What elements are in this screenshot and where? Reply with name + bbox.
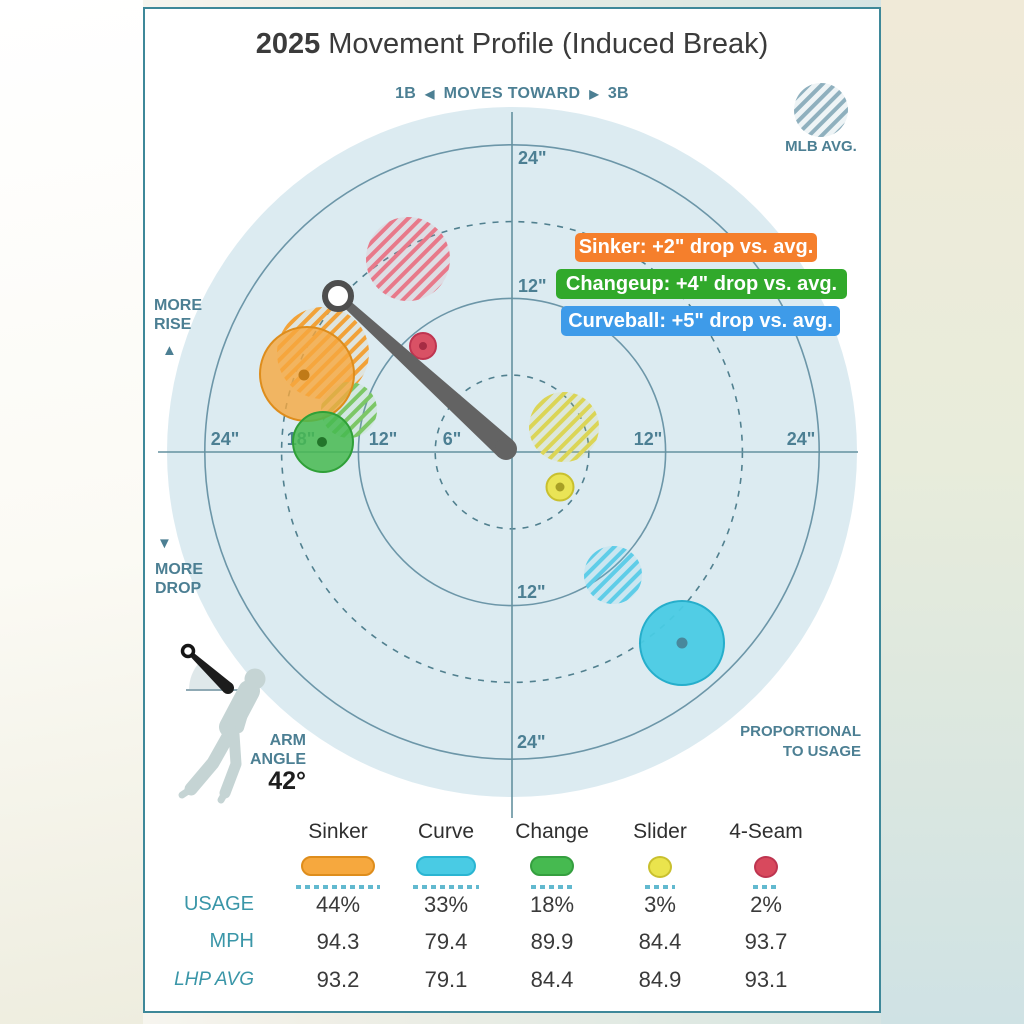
tick-left-6: 6" <box>443 429 462 449</box>
bat-graphic <box>322 280 517 460</box>
tick-left-12: 12" <box>369 429 398 449</box>
4seam-pill-icon <box>754 856 778 878</box>
pitch-4seam-center-dot <box>419 342 427 350</box>
curve-usage-dash <box>413 885 479 889</box>
moves-toward-banner: 1B ◀ MOVES TOWARD ▶ 3B <box>143 85 881 103</box>
slider-usage-dash <box>645 885 675 889</box>
col-header-sinker: Sinker <box>308 820 368 843</box>
col-header-curve: Curve <box>417 820 475 843</box>
slider-pill-icon <box>648 856 672 878</box>
mph-4seam: 93.7 <box>744 929 788 954</box>
mlb-avg-legend-icon <box>794 83 848 137</box>
sinker-pill-icon <box>301 856 375 876</box>
usage-change: 18% <box>529 892 575 917</box>
change-usage-dash <box>531 885 573 889</box>
background-left <box>0 0 143 1024</box>
banner-center-label: MOVES TOWARD <box>443 85 581 102</box>
up-arrow-icon: ▲ <box>162 342 177 359</box>
pitch-4seam[interactable] <box>409 332 437 360</box>
pitch-sinker[interactable] <box>259 326 355 422</box>
mph-slider: 84.4 <box>638 929 682 954</box>
more-rise-label: MORE RISE <box>154 297 202 333</box>
mph-curve: 79.4 <box>424 929 468 954</box>
mini-bat-icon <box>180 643 234 694</box>
mlb-avg-slider <box>529 392 599 462</box>
change-pill-icon <box>530 856 574 876</box>
tick-top-24: 24" <box>518 148 547 168</box>
lhpavg-change: 84.4 <box>530 967 574 992</box>
mlb-avg-legend-label: MLB AVG. <box>785 138 857 155</box>
usage-curve: 33% <box>423 892 469 917</box>
tick-bottom-24: 24" <box>517 732 546 752</box>
pitch-slider-center-dot <box>555 482 565 492</box>
tick-right-12: 12" <box>634 429 663 449</box>
tick-bottom-12: 12" <box>517 582 546 602</box>
arm-angle-label: ARM ANGLE 42° <box>196 731 306 795</box>
tick-right-24: 24" <box>787 429 816 449</box>
more-drop-label: MORE DROP <box>155 561 203 597</box>
lhpavg-sinker: 93.2 <box>316 967 360 992</box>
pitcher-silhouette <box>178 668 266 804</box>
title-rest: Movement Profile (Induced Break) <box>320 28 769 60</box>
arm-angle-value: 42° <box>268 767 306 795</box>
callout-changeup: Changeup: +4" drop vs. avg. <box>556 269 847 299</box>
left-arrow-icon: ◀ <box>425 87 435 101</box>
lhpavg-4seam: 93.1 <box>744 967 788 992</box>
usage-sinker: 44% <box>315 892 361 917</box>
bat-knob-icon <box>322 280 354 312</box>
lhpavg-slider: 84.9 <box>638 967 682 992</box>
row-label-lhp-avg: LHP AVG <box>174 969 254 990</box>
lhpavg-curve: 79.1 <box>424 967 468 992</box>
col-header-change: Change <box>515 820 589 843</box>
arm-angle-graphic <box>178 643 266 804</box>
bat-barrel-cap <box>495 438 517 460</box>
pitch-curve-center-dot <box>676 637 688 649</box>
page-title: 2025 Movement Profile (Induced Break) <box>143 28 881 61</box>
callout-curveball: Curveball: +5" drop vs. avg. <box>561 306 840 336</box>
mlb-avg-4seam <box>366 217 450 301</box>
curve-pill-icon <box>416 856 476 876</box>
row-label-mph: MPH <box>209 930 254 952</box>
background-right <box>881 0 1024 1024</box>
title-year: 2025 <box>255 28 321 60</box>
tick-top-12: 12" <box>518 276 547 296</box>
pitch-change[interactable] <box>292 411 354 473</box>
callout-sinker: Sinker: +2" drop vs. avg. <box>575 233 817 262</box>
pitch-change-center-dot <box>317 437 327 447</box>
down-arrow-icon: ▼ <box>157 535 172 552</box>
pitch-sinker-center-dot <box>298 369 310 381</box>
usage-4seam: 2% <box>750 892 782 917</box>
tick-left-24: 24" <box>211 429 240 449</box>
banner-3b-label: 3B <box>607 85 629 102</box>
pitch-curve[interactable] <box>639 600 725 686</box>
proportional-to-usage-note: PROPORTIONAL TO USAGE <box>740 723 861 760</box>
mph-sinker: 94.3 <box>316 929 360 954</box>
right-arrow-icon: ▶ <box>589 87 599 101</box>
col-header-4seam: 4-Seam <box>729 820 803 843</box>
banner-1b-label: 1B <box>395 85 417 102</box>
mph-change: 89.9 <box>530 929 574 954</box>
usage-slider: 3% <box>644 892 676 917</box>
4seam-usage-dash <box>753 885 779 889</box>
sinker-usage-dash <box>296 885 380 889</box>
pitch-slider[interactable] <box>545 472 575 502</box>
mlb-avg-curve <box>584 546 642 604</box>
col-header-slider: Slider <box>633 820 687 843</box>
row-label-usage: USAGE <box>183 893 254 915</box>
